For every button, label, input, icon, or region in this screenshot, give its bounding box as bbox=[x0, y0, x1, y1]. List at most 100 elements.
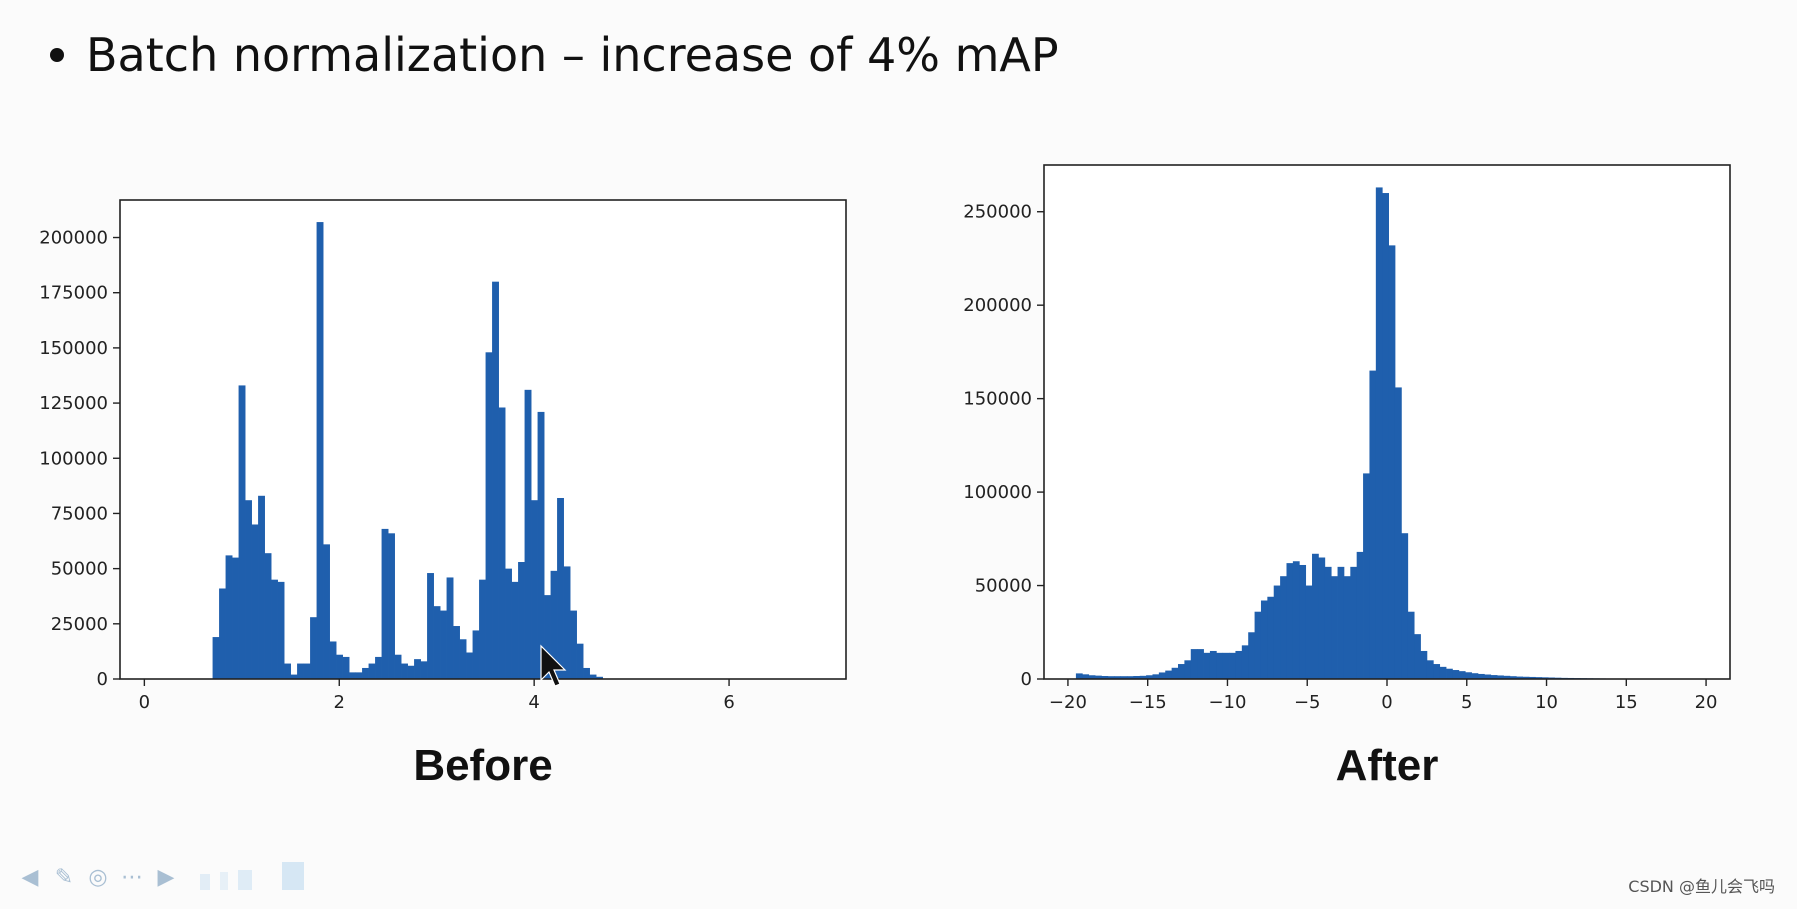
histogram-bar bbox=[459, 639, 467, 679]
histogram-bar bbox=[323, 544, 330, 679]
chart-after: 0 50000 100000 150000 200000 250000 −20 −15 −10 −… bbox=[963, 164, 1731, 790]
presentation-toolbar: ◀ ✎ ◎ ⋯ ▶ bbox=[16, 860, 180, 894]
histogram-bar bbox=[498, 407, 506, 679]
x-tick-label: 20 bbox=[1695, 692, 1718, 713]
histogram-bar bbox=[297, 663, 304, 679]
x-tick-label: 6 bbox=[723, 692, 734, 713]
y-tick-label: 25000 bbox=[51, 614, 108, 635]
plot-frame bbox=[119, 199, 847, 680]
histogram-bar bbox=[336, 654, 343, 679]
histogram-bar bbox=[576, 643, 584, 679]
histogram-bar bbox=[1209, 650, 1217, 679]
watermark: CSDN @鱼儿会飞吗 bbox=[1628, 877, 1775, 896]
histogram-bar bbox=[349, 672, 356, 679]
histogram-bar bbox=[1343, 576, 1351, 679]
histogram-bar bbox=[277, 581, 285, 679]
histogram-bar bbox=[1082, 674, 1090, 679]
x-tick-label: 10 bbox=[1535, 692, 1558, 713]
arrow-right-icon[interactable]: ▶ bbox=[157, 864, 175, 890]
histogram-bar bbox=[407, 665, 415, 679]
y-tick-label: 50000 bbox=[975, 576, 1032, 597]
histogram-bar bbox=[212, 637, 220, 679]
y-tick-label: 150000 bbox=[39, 338, 108, 359]
histogram-bar bbox=[1388, 245, 1396, 679]
histogram-bar bbox=[1120, 676, 1128, 679]
histogram-bar bbox=[1292, 561, 1300, 679]
histogram-bar bbox=[310, 617, 317, 679]
x-tick-label: −10 bbox=[1208, 692, 1246, 713]
x-tick-label: 0 bbox=[139, 692, 150, 713]
chart-before: 0 25000 50000 75000 100000 125000 150000 175000… bbox=[39, 199, 847, 790]
histogram-bar bbox=[245, 500, 252, 679]
histogram-bar bbox=[466, 652, 473, 679]
histogram-bar bbox=[1433, 664, 1441, 679]
histogram-bar bbox=[440, 610, 447, 679]
histogram-bar bbox=[316, 222, 324, 679]
histogram-bar bbox=[1222, 652, 1230, 679]
x-tick-label: −5 bbox=[1294, 692, 1321, 713]
y-tick-label: 0 bbox=[97, 669, 108, 690]
histogram-bar bbox=[1280, 576, 1287, 679]
histogram-bar bbox=[1420, 650, 1428, 679]
histogram-bar bbox=[420, 661, 428, 679]
histogram-bar bbox=[362, 667, 369, 679]
histogram-bar bbox=[537, 411, 545, 679]
histogram-bar bbox=[1471, 673, 1479, 679]
histogram-bar bbox=[1484, 674, 1492, 679]
y-tick-label: 75000 bbox=[51, 503, 108, 524]
histogram-bar bbox=[1299, 564, 1307, 679]
x-tick-label: −20 bbox=[1049, 692, 1087, 713]
histogram-bar bbox=[1305, 585, 1313, 679]
histogram-bar bbox=[388, 533, 395, 679]
histogram-bar bbox=[505, 568, 512, 679]
histogram-bar bbox=[1273, 585, 1281, 679]
histogram-bar bbox=[342, 656, 350, 679]
histogram-bar bbox=[511, 581, 519, 679]
y-tick-label: 250000 bbox=[963, 202, 1032, 223]
histogram-bar bbox=[1452, 670, 1460, 679]
arrow-left-icon[interactable]: ◀ bbox=[21, 864, 39, 890]
x-tick-label: 5 bbox=[1461, 692, 1472, 713]
histogram-bar bbox=[596, 676, 603, 679]
histogram-bar bbox=[1235, 650, 1243, 679]
histogram-bar bbox=[303, 663, 311, 679]
histogram-bar bbox=[1197, 649, 1204, 679]
zoom-icon[interactable]: ◎ bbox=[88, 864, 108, 890]
histogram-bar bbox=[1165, 670, 1173, 679]
histogram-bar bbox=[1394, 387, 1402, 679]
histogram-bar bbox=[1356, 551, 1364, 679]
histogram-bar bbox=[1516, 676, 1524, 679]
histogram-bar bbox=[479, 579, 486, 679]
histogram-bar bbox=[232, 557, 239, 679]
histogram-bar bbox=[1088, 675, 1096, 679]
histogram-bar bbox=[375, 656, 382, 679]
more-icon[interactable]: ⋯ bbox=[121, 864, 143, 890]
histogram-bar bbox=[524, 389, 532, 679]
y-tick-label: 100000 bbox=[963, 482, 1032, 503]
y-tick-label: 150000 bbox=[963, 389, 1032, 410]
histogram-bar bbox=[284, 663, 291, 679]
histogram-bar bbox=[1477, 673, 1485, 679]
histogram-bar bbox=[531, 500, 538, 679]
histogram-bar bbox=[1248, 632, 1255, 679]
histogram-bar bbox=[225, 555, 233, 679]
histogram-bar bbox=[219, 588, 226, 679]
histogram-bar bbox=[1146, 675, 1153, 679]
histogram-bar bbox=[394, 654, 402, 679]
histogram-bar bbox=[453, 626, 460, 679]
histogram-bar bbox=[1203, 652, 1211, 679]
histogram-bar bbox=[1171, 667, 1179, 679]
histogram-bar bbox=[1497, 675, 1504, 679]
histogram-bar bbox=[1509, 676, 1517, 679]
histogram-bar bbox=[1401, 533, 1409, 679]
histogram-bar bbox=[1178, 664, 1185, 679]
histogram-bar bbox=[1465, 672, 1472, 679]
histogram-bar bbox=[251, 524, 259, 679]
histogram-bar bbox=[1503, 675, 1511, 679]
histogram-bar bbox=[485, 352, 493, 679]
histogram-bar bbox=[1337, 566, 1345, 679]
histogram-bar bbox=[1312, 553, 1319, 679]
x-tick-label: −15 bbox=[1129, 692, 1167, 713]
pencil-icon[interactable]: ✎ bbox=[54, 864, 74, 890]
